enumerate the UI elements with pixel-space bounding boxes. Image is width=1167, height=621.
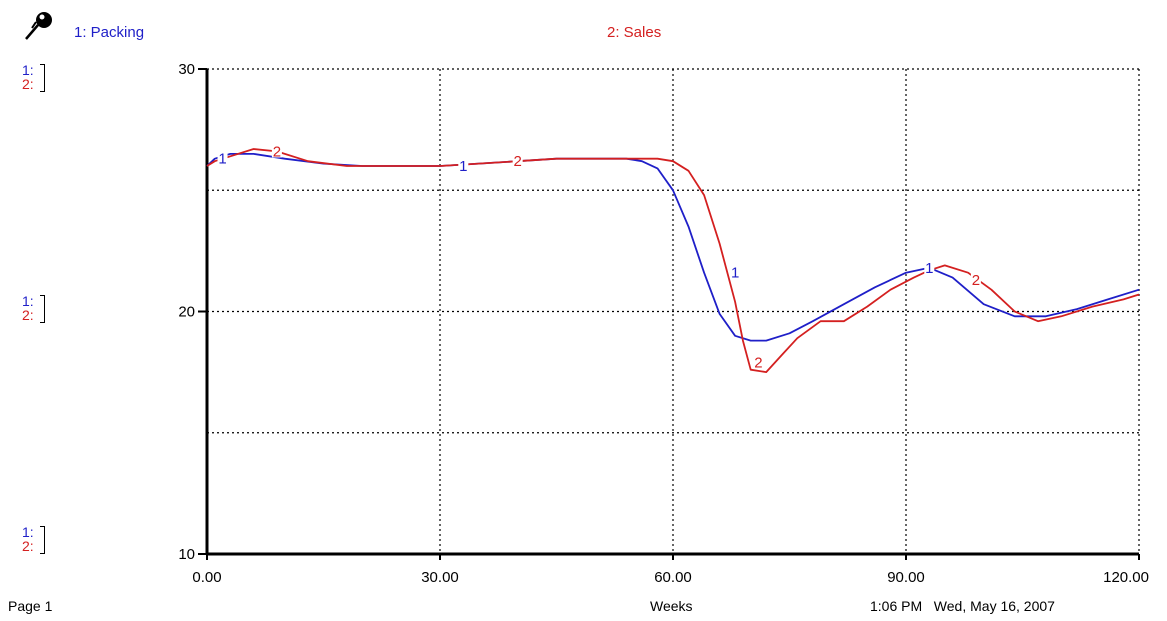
x-axis-label: Weeks [650,598,693,614]
series-marker-sales: 2 [513,153,521,170]
scale-mark-sales-bottom: 2: [22,538,34,554]
scale-mark-sales-mid: 2: [22,307,34,323]
x-tick-label: 0.00 [192,569,221,586]
legend-series-sales: 2: Sales [607,24,662,41]
series-marker-bg [924,258,935,274]
scale-bracket-top [40,64,45,92]
scale-bracket-mid [40,295,45,323]
pushpin-icon[interactable] [22,10,56,42]
series-marker-sales: 2 [972,272,980,289]
series-marker-bg [753,353,764,369]
series-marker-sales: 2 [754,354,762,371]
scale-mark-packing-top: 1: [22,62,34,78]
series-marker-bg [730,263,741,279]
series-marker-bg [512,152,523,168]
y-tick-label: 30 [178,61,195,78]
page-label: Page 1 [8,598,53,614]
x-tick-label: 30.00 [421,569,459,586]
series-line-packing [206,152,1140,342]
y-tick-label: 10 [178,546,195,563]
series-marker-packing: 1 [731,265,739,282]
scale-bracket-bottom [40,526,45,554]
x-tick-label: 120.00 [1103,569,1149,586]
series-marker-packing: 1 [459,158,467,175]
series-marker-bg [217,149,228,165]
y-tick-label: 20 [178,304,195,321]
series-marker-packing: 1 [218,151,226,168]
series-marker-bg [271,142,282,158]
series-marker-packing: 1 [925,260,933,277]
scale-mark-sales-top: 2: [22,76,34,92]
timestamp: 1:06 PM Wed, May 16, 2007 [870,598,1055,614]
series-marker-bg [970,270,981,286]
legend-series-packing: 1: Packing [74,24,145,41]
series-marker-sales: 2 [273,143,281,160]
x-tick-label: 60.00 [654,569,692,586]
series-marker-bg [458,157,469,172]
x-tick-label: 90.00 [887,569,925,586]
scale-mark-packing-bottom: 1: [22,524,34,540]
scale-mark-packing-mid: 1: [22,293,34,309]
